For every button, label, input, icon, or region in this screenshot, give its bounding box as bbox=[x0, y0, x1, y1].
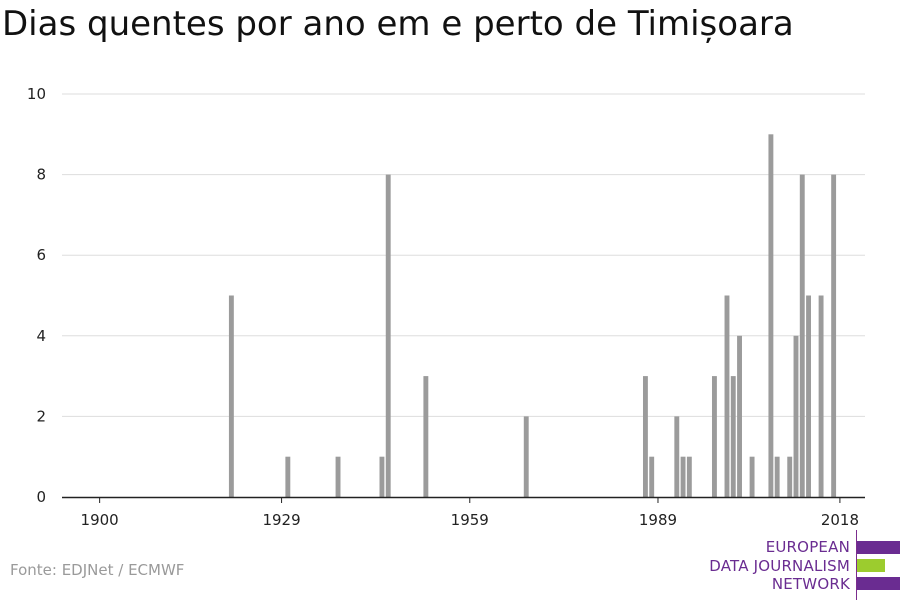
bar-1987 bbox=[642, 376, 648, 497]
logo-line-3: NETWORK bbox=[771, 575, 850, 593]
x-tick-label: 2018 bbox=[821, 511, 859, 529]
bar-2013 bbox=[806, 295, 811, 497]
bar-2004 bbox=[749, 456, 755, 497]
y-tick-label: 6 bbox=[36, 246, 46, 264]
bar-2011 bbox=[793, 335, 799, 497]
bar-1946 bbox=[385, 174, 391, 497]
bars bbox=[228, 134, 837, 498]
logo-line-1: EUROPEAN bbox=[765, 538, 850, 556]
y-tick-label: 2 bbox=[36, 407, 46, 425]
bar-2015 bbox=[818, 295, 824, 497]
x-tick-label: 1989 bbox=[639, 511, 677, 529]
bar-1921 bbox=[228, 295, 234, 497]
x-tick-label: 1959 bbox=[451, 511, 489, 529]
bar-1930 bbox=[285, 456, 291, 497]
bar-1998 bbox=[711, 376, 717, 497]
y-axis-ticks: 0 2 4 6 8 10 bbox=[27, 85, 46, 506]
logo-divider bbox=[856, 530, 857, 600]
bar-1938 bbox=[335, 456, 341, 497]
bar-2000 bbox=[724, 295, 730, 497]
y-tick-label: 0 bbox=[36, 488, 46, 506]
bar-2002 bbox=[737, 335, 742, 497]
x-tick-label: 1929 bbox=[262, 511, 300, 529]
logo-bar-bottom bbox=[857, 577, 900, 590]
y-tick-label: 8 bbox=[36, 166, 46, 184]
bar-2001 bbox=[730, 376, 736, 497]
x-axis-ticks: 1900 1929 1959 1989 2018 bbox=[81, 497, 859, 529]
bar-chart: 1900 1929 1959 1989 2018 0 2 4 6 8 10 bbox=[27, 85, 865, 529]
bar-1992 bbox=[674, 416, 680, 497]
source-note: Fonte: EDJNet / ECMWF bbox=[10, 561, 185, 579]
logo-line-2: DATA JOURNALISM bbox=[709, 557, 850, 575]
bar-1968 bbox=[523, 416, 529, 497]
logo-bar-top bbox=[857, 541, 900, 554]
bar-1988 bbox=[649, 456, 655, 497]
logo-bar-middle bbox=[857, 559, 885, 572]
gridlines bbox=[62, 93, 865, 417]
bar-2008 bbox=[774, 456, 780, 497]
edjnet-logo: EUROPEAN DATA JOURNALISM NETWORK bbox=[700, 530, 900, 600]
bar-1952 bbox=[423, 376, 429, 497]
bar-2007 bbox=[768, 134, 774, 498]
bar-2017 bbox=[831, 174, 837, 497]
y-tick-label: 4 bbox=[36, 327, 46, 345]
bar-1945 bbox=[379, 456, 385, 497]
bar-1994 bbox=[686, 456, 692, 497]
bar-2012 bbox=[799, 174, 805, 497]
y-tick-label: 10 bbox=[27, 85, 46, 103]
chart-title: Dias quentes por ano em e perto de Timiș… bbox=[2, 4, 794, 44]
bar-2010 bbox=[787, 456, 793, 497]
bar-1993 bbox=[680, 456, 686, 497]
x-tick-label: 1900 bbox=[81, 511, 119, 529]
